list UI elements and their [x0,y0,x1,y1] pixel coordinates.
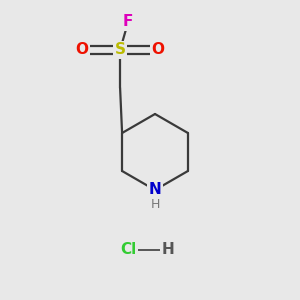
Text: F: F [123,14,133,29]
Text: H: H [150,197,160,211]
Text: Cl: Cl [120,242,136,257]
Text: S: S [115,43,126,58]
Text: H: H [162,242,174,257]
Text: O: O [152,43,165,58]
Text: O: O [76,43,88,58]
Text: N: N [148,182,161,197]
